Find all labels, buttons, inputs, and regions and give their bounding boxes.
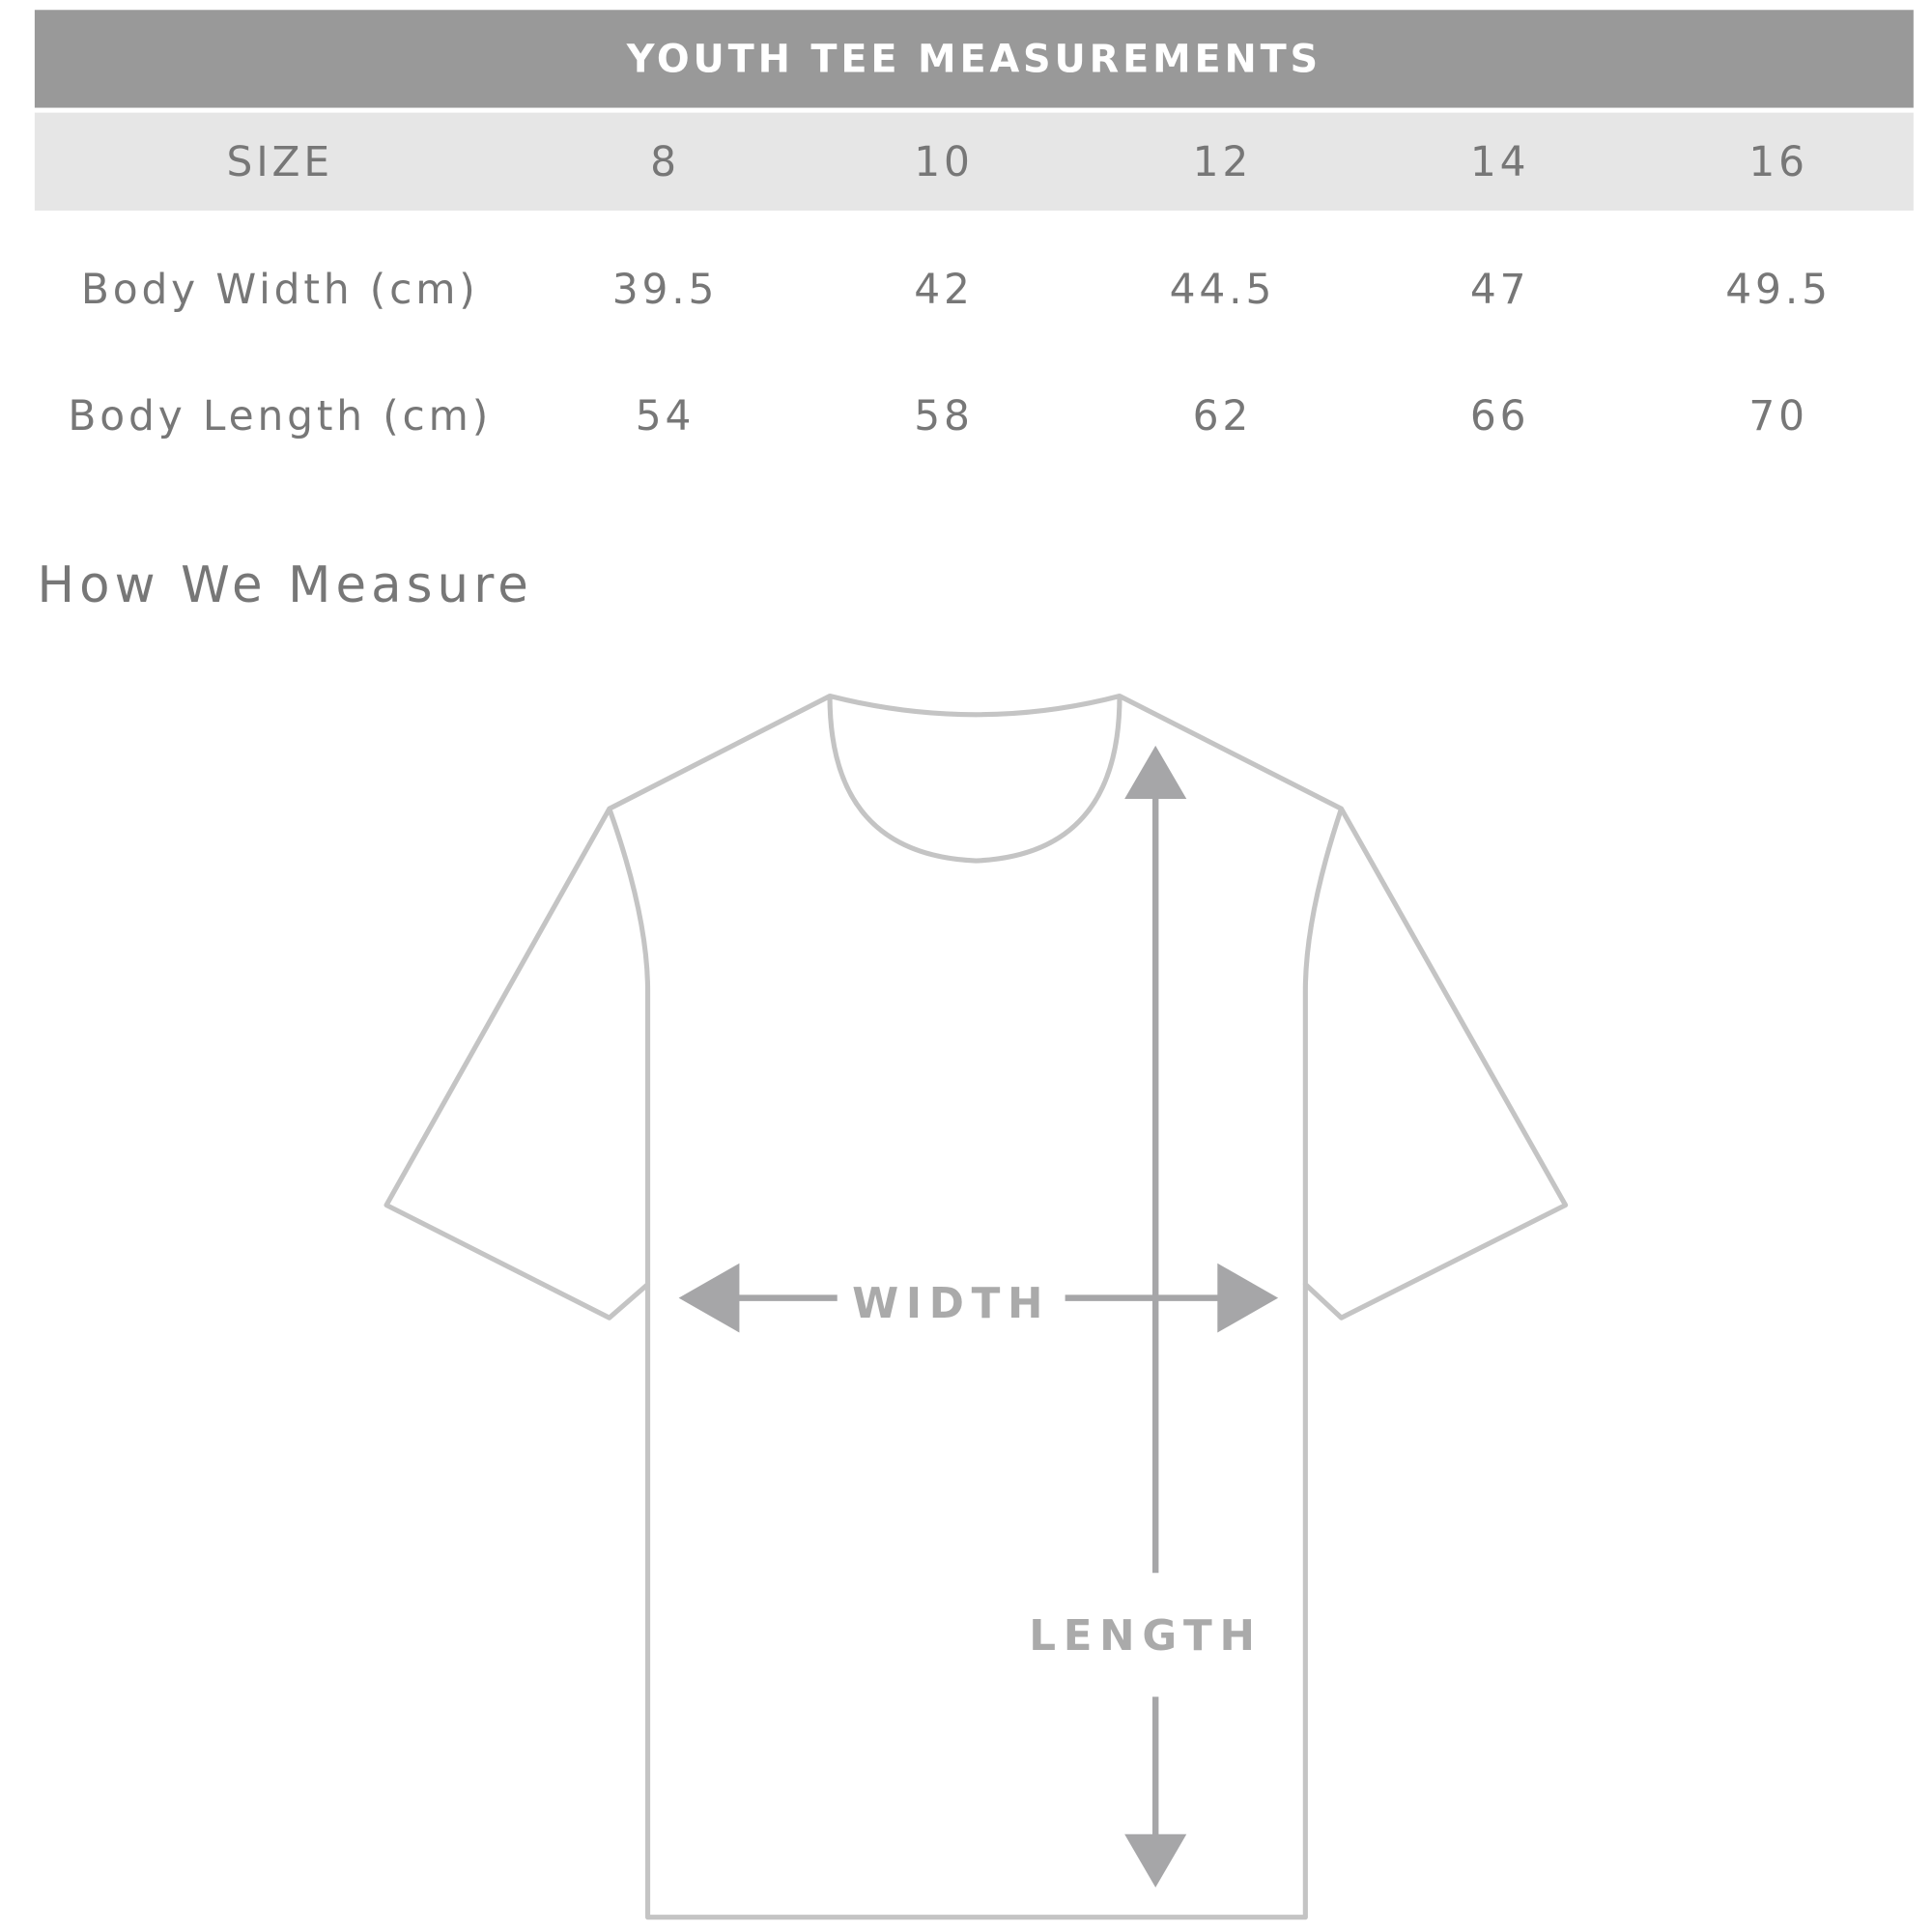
row-label: Body Length (cm) [68, 391, 493, 440]
row-label: Body Width (cm) [80, 265, 479, 314]
table-cell: 54 [635, 391, 696, 440]
width-label: WIDTH [852, 1280, 1050, 1328]
table-cell: 42 [914, 265, 974, 314]
arrow-left-icon [678, 1263, 740, 1333]
how-we-measure-heading: How We Measure [37, 556, 533, 614]
size-header: 14 [1469, 137, 1530, 186]
width-arrow [678, 1263, 1279, 1333]
size-header: 12 [1192, 137, 1253, 186]
table-cell: 62 [1192, 391, 1253, 440]
table-cell: 49.5 [1725, 265, 1832, 314]
table-cell: 47 [1469, 265, 1530, 314]
table-cell: 44.5 [1169, 265, 1276, 314]
t-shirt-outline-icon [384, 693, 1569, 1920]
table-cell: 58 [914, 391, 974, 440]
arrow-up-icon [1124, 745, 1187, 799]
table-cell: 70 [1748, 391, 1808, 440]
table-cell: 39.5 [611, 265, 719, 314]
table-cell: 66 [1469, 391, 1530, 440]
size-header-row: SIZE 8 10 12 14 16 [34, 112, 1914, 211]
length-arrow [1124, 745, 1187, 1888]
size-header-label: SIZE [226, 137, 333, 186]
arrow-down-icon [1124, 1833, 1187, 1888]
size-header: 16 [1748, 137, 1808, 186]
size-header: 8 [650, 137, 680, 186]
arrow-right-icon [1217, 1263, 1279, 1333]
table-title: YOUTH TEE MEASUREMENTS [34, 10, 1914, 108]
length-label: LENGTH [1029, 1612, 1262, 1661]
size-header: 10 [914, 137, 974, 186]
